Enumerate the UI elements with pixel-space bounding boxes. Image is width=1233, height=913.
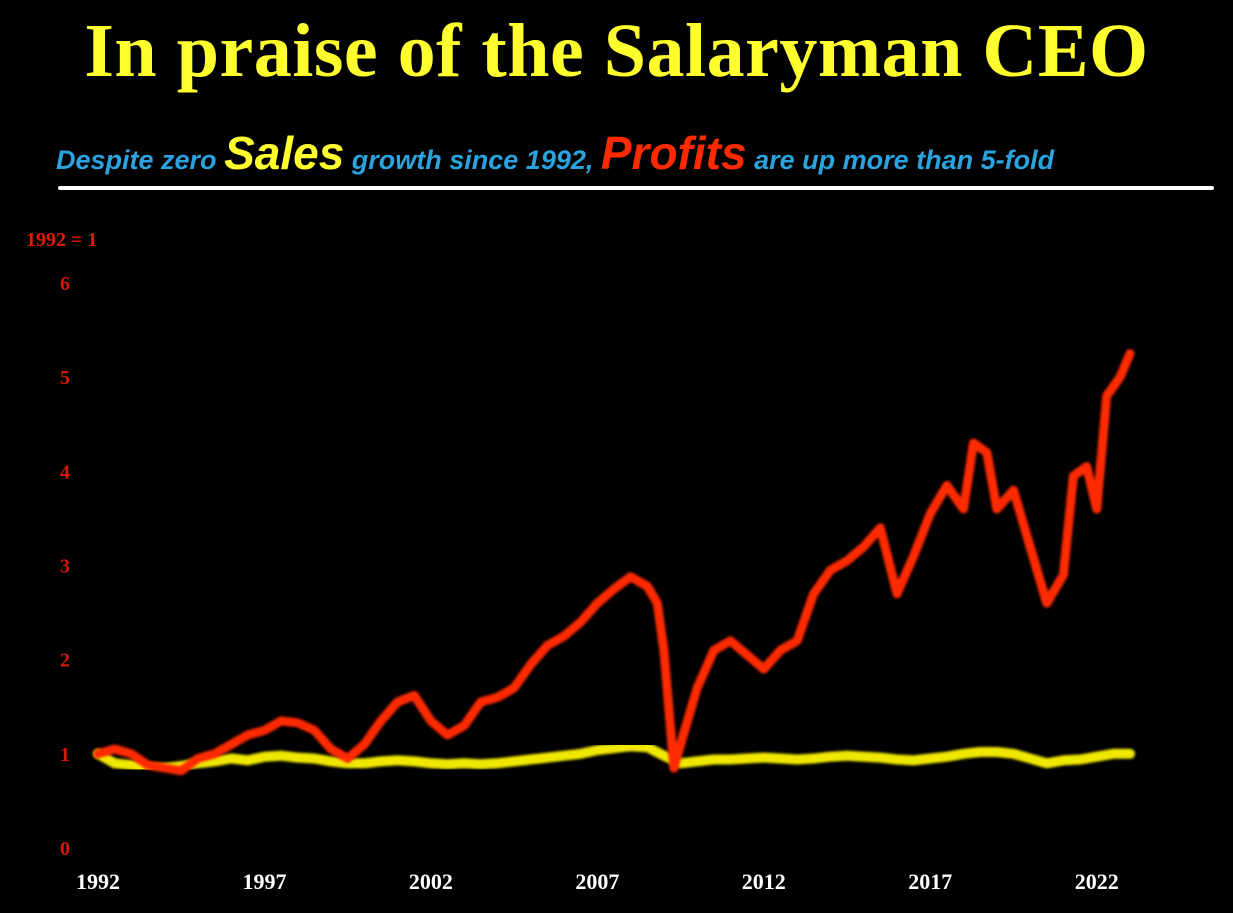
y-tick-label: 2 — [60, 650, 70, 672]
y-axis-ticks: 0 1 2 3 4 5 6 — [60, 273, 70, 860]
chart-subtitle: Despite zero Sales growth since 1992, Pr… — [56, 126, 1054, 186]
subtitle-underline — [58, 186, 1214, 190]
y-axis-label: 1992 = 1 — [26, 229, 97, 251]
x-tick-label: 2007 — [575, 869, 619, 894]
x-tick-label: 2022 — [1075, 869, 1119, 894]
y-tick-label: 3 — [60, 556, 70, 578]
subtitle-part-1: Despite zero — [56, 145, 225, 175]
x-tick-label: 2012 — [742, 869, 786, 894]
series-layer — [93, 349, 1135, 776]
subtitle-profits-word: Profits — [600, 127, 747, 179]
y-tick-label: 0 — [60, 838, 70, 860]
profits-series-line — [93, 349, 1135, 776]
x-tick-label: 1992 — [76, 869, 120, 894]
subtitle-part-2: growth since 1992, — [344, 145, 601, 175]
subtitle-sales-word: Sales — [224, 127, 345, 179]
x-tick-label: 1997 — [242, 869, 286, 894]
x-tick-label: 2002 — [409, 869, 453, 894]
y-tick-label: 4 — [60, 461, 70, 483]
x-axis-ticks: 1992 1997 2002 2007 2012 2017 2022 — [76, 869, 1119, 894]
chart-title: In praise of the Salaryman CEO — [84, 9, 1149, 93]
y-tick-label: 6 — [60, 273, 70, 295]
subtitle-part-3: are up more than 5-fold — [746, 145, 1055, 175]
y-tick-label: 5 — [60, 367, 70, 389]
y-tick-label: 1 — [60, 744, 70, 766]
sales-series-line — [93, 741, 1135, 773]
x-tick-label: 2017 — [908, 869, 952, 894]
